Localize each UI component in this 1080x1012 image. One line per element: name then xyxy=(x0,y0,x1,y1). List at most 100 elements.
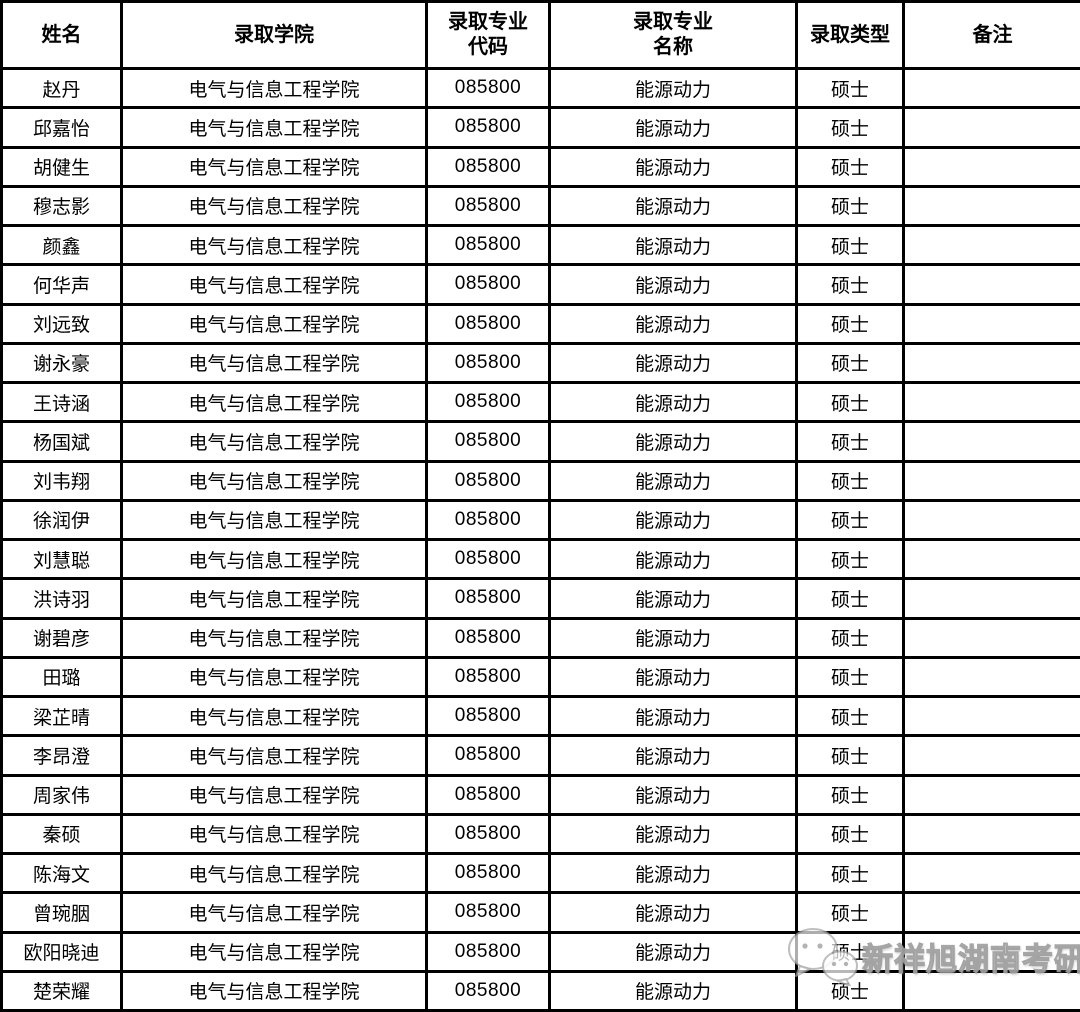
cell-major_name: 能源动力 xyxy=(548,694,798,738)
cell-major_code: 085800 xyxy=(425,812,551,856)
cell-major_code: 085800 xyxy=(425,145,551,188)
table-row: 何华声 电气与信息工程学院 085800 能源动力 硕士 xyxy=(0,263,1080,306)
cell-major_name: 能源动力 xyxy=(548,812,798,856)
cell-admission_type: 硕士 xyxy=(795,223,905,267)
cell-admission_type: 硕士 xyxy=(795,655,905,699)
cell-remark xyxy=(902,263,1080,306)
cell-remark xyxy=(902,420,1080,463)
cell-name: 田璐 xyxy=(0,655,123,699)
cell-admission_type: 硕士 xyxy=(795,302,905,345)
cell-admission_type: 硕士 xyxy=(795,537,905,581)
column-header-college: 录取学院 xyxy=(120,0,428,70)
cell-college: 电气与信息工程学院 xyxy=(120,184,428,228)
table-row: 曾琬胭 电气与信息工程学院 085800 能源动力 硕士 xyxy=(0,891,1080,934)
cell-college: 电气与信息工程学院 xyxy=(120,812,428,856)
cell-remark xyxy=(902,655,1080,699)
cell-college: 电气与信息工程学院 xyxy=(120,577,428,620)
cell-college: 电气与信息工程学院 xyxy=(120,263,428,306)
cell-name: 何华声 xyxy=(0,263,123,306)
column-header-admission_type: 录取类型 xyxy=(795,0,905,70)
cell-name: 赵丹 xyxy=(0,66,123,110)
column-header-major_code: 录取专业 代码 xyxy=(425,0,551,70)
cell-remark xyxy=(902,341,1080,385)
cell-remark xyxy=(902,184,1080,228)
cell-name: 谢永豪 xyxy=(0,341,123,385)
cell-remark xyxy=(902,498,1080,542)
cell-name: 邱嘉怡 xyxy=(0,106,123,149)
cell-admission_type: 硕士 xyxy=(795,459,905,502)
column-header-remark: 备注 xyxy=(902,0,1080,70)
cell-major_code: 085800 xyxy=(425,420,551,463)
cell-remark xyxy=(902,577,1080,620)
table-header: 姓名 录取学院 录取专业 代码 录取专业 名称 录取类型 备注 xyxy=(0,0,1080,70)
cell-name: 梁芷晴 xyxy=(0,694,123,738)
cell-college: 电气与信息工程学院 xyxy=(120,891,428,934)
cell-admission_type: 硕士 xyxy=(795,969,905,1012)
cell-major_code: 085800 xyxy=(425,184,551,228)
cell-name: 谢碧彦 xyxy=(0,616,123,659)
cell-admission_type: 硕士 xyxy=(795,577,905,620)
cell-name: 刘慧聪 xyxy=(0,537,123,581)
column-header-name: 姓名 xyxy=(0,0,123,70)
cell-college: 电气与信息工程学院 xyxy=(120,302,428,345)
table-row: 秦硕 电气与信息工程学院 085800 能源动力 硕士 xyxy=(0,812,1080,856)
cell-admission_type: 硕士 xyxy=(795,184,905,228)
cell-major_name: 能源动力 xyxy=(548,302,798,345)
cell-remark xyxy=(902,223,1080,267)
cell-major_code: 085800 xyxy=(425,498,551,542)
table-row: 赵丹 电气与信息工程学院 085800 能源动力 硕士 xyxy=(0,66,1080,110)
table-row: 梁芷晴 电气与信息工程学院 085800 能源动力 硕士 xyxy=(0,694,1080,738)
table-row: 洪诗羽 电气与信息工程学院 085800 能源动力 硕士 xyxy=(0,577,1080,620)
cell-college: 电气与信息工程学院 xyxy=(120,851,428,895)
cell-remark xyxy=(902,812,1080,856)
cell-remark xyxy=(902,145,1080,188)
cell-admission_type: 硕士 xyxy=(795,106,905,149)
cell-admission_type: 硕士 xyxy=(795,66,905,110)
cell-major_code: 085800 xyxy=(425,655,551,699)
cell-name: 穆志影 xyxy=(0,184,123,228)
cell-major_name: 能源动力 xyxy=(548,106,798,149)
cell-admission_type: 硕士 xyxy=(795,263,905,306)
table-row: 谢碧彦 电气与信息工程学院 085800 能源动力 硕士 xyxy=(0,616,1080,659)
table-row: 陈海文 电气与信息工程学院 085800 能源动力 硕士 xyxy=(0,851,1080,895)
cell-major_code: 085800 xyxy=(425,66,551,110)
cell-college: 电气与信息工程学院 xyxy=(120,694,428,738)
cell-admission_type: 硕士 xyxy=(795,341,905,385)
cell-college: 电气与信息工程学院 xyxy=(120,145,428,188)
cell-college: 电气与信息工程学院 xyxy=(120,380,428,424)
cell-name: 胡健生 xyxy=(0,145,123,188)
cell-major_name: 能源动力 xyxy=(548,891,798,934)
table-row: 颜鑫 电气与信息工程学院 085800 能源动力 硕士 xyxy=(0,223,1080,267)
table-row: 刘慧聪 电气与信息工程学院 085800 能源动力 硕士 xyxy=(0,537,1080,581)
cell-name: 陈海文 xyxy=(0,851,123,895)
cell-remark xyxy=(902,930,1080,973)
cell-admission_type: 硕士 xyxy=(795,930,905,973)
cell-remark xyxy=(902,969,1080,1012)
cell-remark xyxy=(902,851,1080,895)
cell-major_code: 085800 xyxy=(425,380,551,424)
table-row: 谢永豪 电气与信息工程学院 085800 能源动力 硕士 xyxy=(0,341,1080,385)
cell-name: 楚荣耀 xyxy=(0,969,123,1012)
cell-admission_type: 硕士 xyxy=(795,420,905,463)
cell-name: 李昂澄 xyxy=(0,734,123,777)
cell-major_code: 085800 xyxy=(425,223,551,267)
cell-major_name: 能源动力 xyxy=(548,930,798,973)
cell-remark xyxy=(902,380,1080,424)
cell-major_name: 能源动力 xyxy=(548,380,798,424)
cell-admission_type: 硕士 xyxy=(795,694,905,738)
cell-name: 杨国斌 xyxy=(0,420,123,463)
cell-admission_type: 硕士 xyxy=(795,734,905,777)
cell-college: 电气与信息工程学院 xyxy=(120,341,428,385)
table-row: 穆志影 电气与信息工程学院 085800 能源动力 硕士 xyxy=(0,184,1080,228)
cell-college: 电气与信息工程学院 xyxy=(120,655,428,699)
cell-major_name: 能源动力 xyxy=(548,184,798,228)
cell-major_name: 能源动力 xyxy=(548,655,798,699)
table-row: 杨国斌 电气与信息工程学院 085800 能源动力 硕士 xyxy=(0,420,1080,463)
cell-major_name: 能源动力 xyxy=(548,263,798,306)
cell-major_code: 085800 xyxy=(425,106,551,149)
cell-remark xyxy=(902,537,1080,581)
cell-name: 王诗涵 xyxy=(0,380,123,424)
cell-major_code: 085800 xyxy=(425,537,551,581)
cell-college: 电气与信息工程学院 xyxy=(120,930,428,973)
